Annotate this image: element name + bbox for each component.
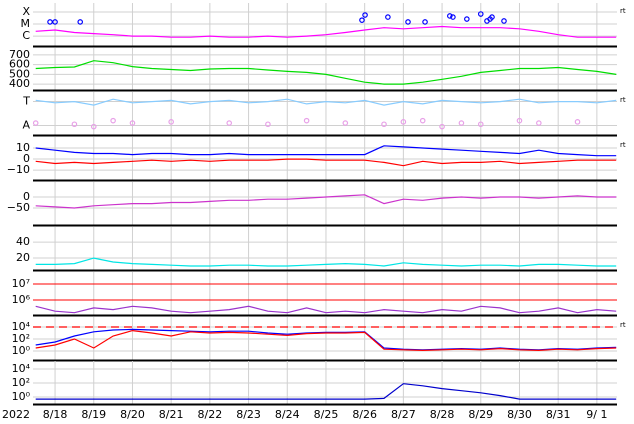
- y-tick-label: 10²: [12, 332, 30, 345]
- y-tick-label: 500: [9, 67, 30, 80]
- marker: [77, 19, 84, 25]
- marker: [129, 120, 136, 126]
- x-tick-label: 8/27: [391, 408, 416, 421]
- y-tick-label: 10⁷: [12, 277, 30, 290]
- marker: [110, 117, 116, 124]
- x-tick-label: 8/25: [314, 408, 339, 421]
- series-line: [35, 329, 617, 352]
- y-tick-label: 700: [9, 48, 30, 61]
- x-tick-label: 8/31: [546, 408, 571, 421]
- marker: [477, 11, 484, 17]
- marker: [400, 119, 407, 125]
- x-axis-label: 2022: [2, 408, 30, 421]
- marker: [359, 17, 365, 23]
- marker: [501, 18, 507, 24]
- y-tick-label: T: [22, 95, 30, 108]
- y-tick-label: 600: [9, 58, 30, 71]
- marker: [32, 120, 39, 126]
- y-tick-label: 10⁰: [12, 344, 31, 357]
- marker: [303, 117, 310, 124]
- y-tick-label: 20: [16, 251, 30, 264]
- x-tick-label: 8/28: [430, 408, 455, 421]
- marker: [405, 19, 411, 25]
- series-line: [35, 383, 617, 400]
- y-tick-label: 10: [16, 141, 30, 154]
- y-tick-label: M: [21, 17, 31, 30]
- marker: [458, 120, 465, 126]
- marker: [477, 121, 484, 128]
- marker: [381, 121, 387, 128]
- marker: [464, 16, 470, 22]
- marker: [385, 14, 391, 20]
- right-label: rt: [620, 96, 626, 104]
- y-tick-label: X: [22, 5, 30, 18]
- series-line: [35, 25, 617, 38]
- y-tick-label: 0: [23, 190, 30, 203]
- y-tick-label: C: [22, 29, 30, 42]
- marker: [439, 123, 445, 130]
- x-tick-label: 9/ 1: [586, 408, 607, 421]
- marker: [362, 12, 368, 18]
- right-label: rt: [620, 321, 626, 329]
- marker: [450, 14, 456, 20]
- right-label: rt: [620, 7, 626, 15]
- marker: [342, 120, 349, 126]
- y-tick-label: 10⁶: [12, 293, 31, 306]
- right-label: rt: [620, 141, 626, 149]
- x-tick-label: 8/26: [352, 408, 377, 421]
- y-tick-label: 0: [23, 152, 30, 165]
- series-line: [35, 305, 617, 314]
- marker: [447, 13, 453, 19]
- x-tick-label: 8/22: [198, 408, 223, 421]
- series-line: [35, 98, 617, 106]
- marker: [52, 19, 58, 25]
- y-tick-label: −50: [7, 201, 30, 214]
- marker: [489, 14, 495, 20]
- y-tick-label: 10²: [12, 376, 30, 389]
- marker: [422, 19, 428, 25]
- x-tick-label: 8/18: [43, 408, 68, 421]
- y-tick-label: 10⁴: [12, 362, 31, 375]
- marker: [536, 120, 542, 126]
- y-tick-label: 400: [9, 77, 30, 90]
- y-tick-label: 10⁰: [12, 390, 31, 403]
- marker: [516, 117, 523, 124]
- x-tick-label: 8/30: [507, 408, 532, 421]
- marker: [265, 121, 271, 128]
- x-tick-label: 8/24: [275, 408, 300, 421]
- series-line: [35, 145, 617, 157]
- series-line: [35, 257, 617, 267]
- x-tick-label: 8/21: [159, 408, 184, 421]
- series-line: [35, 194, 617, 209]
- x-tick-label: 8/20: [120, 408, 145, 421]
- y-tick-label: 40: [16, 235, 30, 248]
- marker: [419, 117, 426, 124]
- marker: [71, 121, 78, 128]
- x-tick-label: 8/19: [81, 408, 106, 421]
- marker: [574, 119, 581, 125]
- marker: [47, 19, 53, 25]
- marker: [226, 120, 233, 126]
- y-tick-label: A: [22, 118, 30, 131]
- x-tick-label: 8/23: [236, 408, 261, 421]
- series-line: [35, 158, 617, 167]
- marker: [90, 123, 97, 130]
- y-tick-label: −10: [7, 163, 30, 176]
- series-line: [35, 60, 617, 85]
- x-tick-label: 8/29: [468, 408, 493, 421]
- marker: [168, 119, 174, 125]
- y-tick-label: 10⁴: [12, 320, 31, 333]
